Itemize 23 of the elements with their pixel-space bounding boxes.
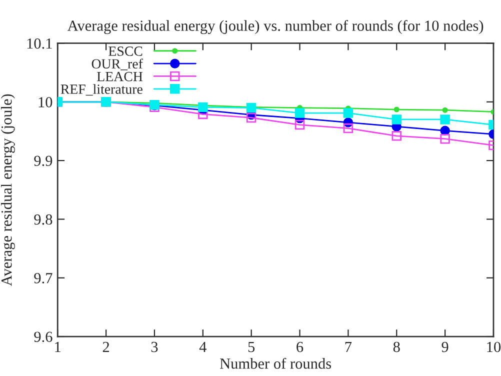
y-tick-label: 9.6: [34, 332, 52, 342]
x-tick-label: 8: [393, 342, 400, 352]
x-axis-title: Number of rounds: [220, 358, 332, 369]
x-tick-label: 4: [199, 342, 206, 352]
x-tick-label: 6: [296, 342, 304, 352]
x-tick-label: 5: [248, 342, 255, 352]
y-axis-title: Average residual energy (joule): [1, 94, 15, 286]
y-tick-label: 10: [38, 97, 52, 108]
y-tick-label: 9.7: [34, 273, 52, 284]
x-tick-label: 9: [442, 342, 448, 352]
x-tick-label: 10: [487, 342, 501, 352]
legend-label: REF_literature: [60, 84, 142, 96]
chart-title: Average residual energy (joule) vs. number of rounds (for 10 nodes): [67, 20, 484, 34]
y-tick-label: 9.9: [34, 156, 52, 166]
x-tick-label: 2: [102, 342, 110, 352]
y-tick-label: 9.8: [34, 214, 52, 225]
x-tick-label: 1: [55, 342, 61, 352]
legend-label: LEACH: [97, 72, 143, 82]
x-tick-label: 3: [151, 342, 158, 352]
legend-label: ESCC: [108, 46, 142, 56]
x-tick-label: 7: [345, 342, 352, 352]
legend-label: OUR_ref: [92, 58, 143, 70]
y-tick-label: 10.1: [27, 38, 52, 49]
